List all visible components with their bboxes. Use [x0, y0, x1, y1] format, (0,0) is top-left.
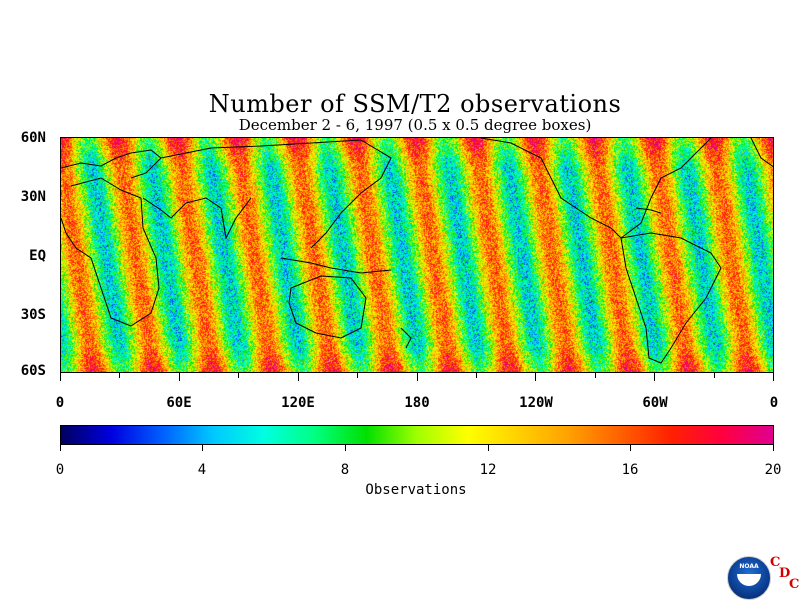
lon-label-0-right: 0	[769, 395, 779, 411]
asia-south-coast	[142, 197, 252, 240]
cdc-letter-c2: C	[789, 577, 800, 592]
lat-label-60s: 60S	[20, 363, 46, 379]
noaa-logo: NOAA	[727, 556, 771, 600]
longitude-tick	[654, 373, 656, 381]
colorbar-tick	[345, 445, 346, 451]
new-zealand-coast	[400, 327, 412, 349]
lon-label-60w: 60W	[642, 395, 668, 411]
longitude-tick	[357, 373, 359, 378]
longitude-tick	[535, 373, 537, 381]
observation-map	[60, 137, 774, 373]
colorbar-label-12: 12	[479, 462, 497, 478]
colorbar-label-16: 16	[621, 462, 639, 478]
colorbar-label-4: 4	[197, 462, 207, 478]
lat-label-60n: 60N	[20, 130, 46, 146]
lat-label-30s: 30S	[20, 307, 46, 323]
indonesia-coast	[280, 257, 392, 274]
colorbar-title: Observations	[365, 482, 467, 498]
lon-label-180: 180	[404, 395, 430, 411]
longitude-tick	[297, 373, 299, 381]
colorbar-label-8: 8	[340, 462, 350, 478]
lon-label-0: 0	[55, 395, 65, 411]
lon-label-60e: 60E	[166, 395, 192, 411]
lon-label-120w: 120W	[519, 395, 553, 411]
lat-label-eq: EQ	[29, 248, 46, 264]
colorbar-label-20: 20	[764, 462, 782, 478]
north-america-coast	[480, 138, 712, 239]
longitude-tick	[178, 373, 180, 381]
colorbar-tick	[60, 445, 61, 451]
colorbar-tick	[773, 445, 774, 451]
observation-field	[61, 138, 773, 372]
colorbar-tick	[630, 445, 631, 451]
south-america-coast	[620, 232, 722, 364]
longitude-tick	[475, 373, 477, 378]
africa-coast	[61, 177, 160, 327]
longitude-tick	[238, 373, 240, 378]
caribbean-coast	[635, 207, 662, 214]
longitude-tick	[60, 373, 61, 381]
longitude-tick	[119, 373, 121, 378]
coastlines	[61, 138, 773, 364]
noaa-logo-text: NOAA	[739, 563, 759, 570]
lon-label-120e: 120E	[281, 395, 315, 411]
map-title: Number of SSM/T2 observations	[208, 90, 622, 118]
colorbar	[60, 425, 774, 445]
europe-coast	[61, 149, 162, 179]
lat-label-30n: 30N	[20, 189, 46, 205]
longitude-tick	[713, 373, 715, 378]
colorbar-tick	[488, 445, 489, 451]
cdc-letter-d: D	[779, 566, 791, 581]
map-subtitle: December 2 - 6, 1997 (0.5 x 0.5 degree b…	[238, 116, 592, 134]
asia-east-coast	[160, 139, 392, 249]
cdc-letter-c1: C	[770, 555, 781, 570]
australia-coast	[288, 275, 367, 339]
longitude-tick	[773, 373, 774, 381]
colorbar-label-0: 0	[55, 462, 65, 478]
longitude-tick	[416, 373, 418, 381]
colorbar-tick	[202, 445, 203, 451]
longitude-tick	[594, 373, 596, 378]
europe-west-coast	[750, 138, 773, 168]
